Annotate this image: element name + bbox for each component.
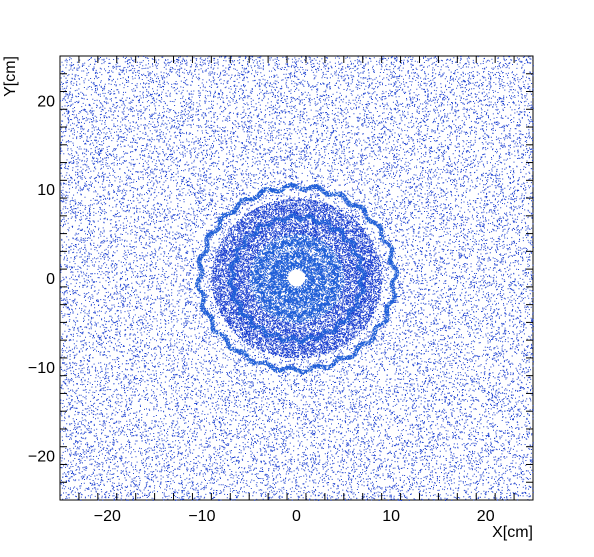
y-tick-label: 10 xyxy=(37,182,55,199)
x-tick-labels: −20 −10 0 10 20 xyxy=(94,508,495,525)
y-axis-title: Y[cm] xyxy=(2,56,19,97)
y-tick-label: −20 xyxy=(28,449,55,466)
x-tick-label: 20 xyxy=(477,508,495,525)
x-tick-label: 0 xyxy=(292,508,301,525)
data-points xyxy=(60,56,534,501)
x-tick-label: −20 xyxy=(94,508,121,525)
x-axis-title: X[cm] xyxy=(492,524,533,541)
y-tick-label: 0 xyxy=(46,271,55,288)
y-tick-label: −10 xyxy=(28,360,55,377)
x-tick-label: −10 xyxy=(188,508,215,525)
y-tick-label: 20 xyxy=(37,93,55,110)
x-tick-label: 10 xyxy=(382,508,400,525)
background-points xyxy=(60,56,534,501)
center-hole xyxy=(287,269,306,287)
y-tick-labels: −20 −10 0 10 20 xyxy=(28,93,55,465)
axis-ticks xyxy=(59,55,534,501)
